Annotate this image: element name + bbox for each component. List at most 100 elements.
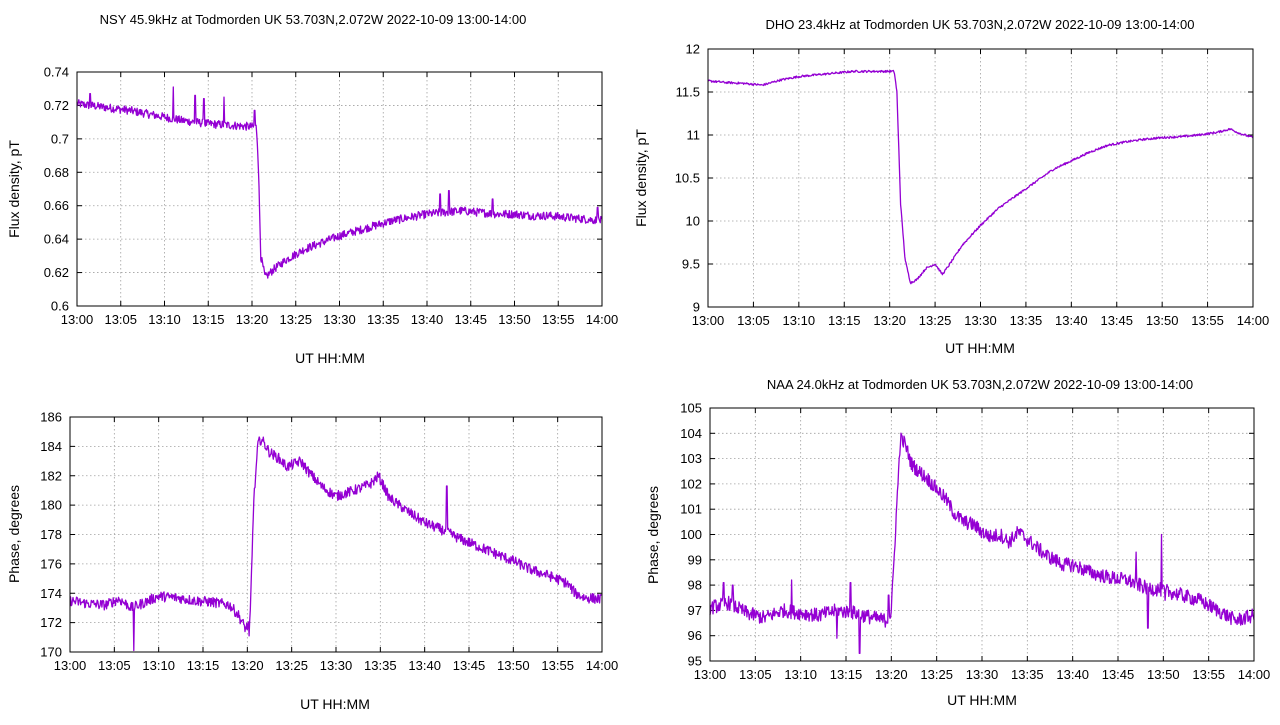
y-tick-label: 172 (40, 615, 62, 630)
y-tick-label: 101 (680, 502, 702, 517)
x-tick-label: 13:10 (784, 667, 817, 682)
y-tick-label: 0.6 (51, 299, 69, 314)
series-line (707, 69, 1254, 285)
x-tick-label: 13:35 (367, 312, 400, 327)
x-tick-label: 13:30 (323, 312, 356, 327)
y-tick-label: 95 (688, 654, 702, 669)
x-tick-label: 13:45 (1100, 313, 1133, 328)
y-tick-label: 176 (40, 556, 62, 571)
x-tick-label: 13:25 (919, 313, 952, 328)
plot-frame (707, 48, 1254, 308)
x-tick-label: 13:20 (873, 313, 906, 328)
x-tick-label: 13:10 (783, 313, 816, 328)
plot-frame (76, 71, 603, 307)
chart-title: DHO 23.4kHz at Todmorden UK 53.703N,2.07… (765, 17, 1194, 32)
x-tick-label: 13:10 (148, 312, 181, 327)
y-tick-label: 96 (688, 628, 702, 643)
x-axis-label: UT HH:MM (300, 696, 370, 712)
x-tick-label: 13:55 (542, 312, 575, 327)
series-line (709, 432, 1255, 655)
x-tick-label: 13:20 (231, 658, 264, 673)
x-tick-label: 13:00 (54, 658, 87, 673)
x-axis-label: UT HH:MM (945, 340, 1015, 356)
x-tick-label: 13:50 (498, 312, 531, 327)
x-tick-label: 13:50 (1146, 313, 1179, 328)
x-tick-label: 13:30 (320, 658, 353, 673)
x-tick-label: 13:45 (453, 658, 486, 673)
x-tick-label: 13:40 (411, 312, 444, 327)
x-tick-label: 14:00 (1238, 667, 1271, 682)
plot-frame (709, 407, 1255, 662)
chart-4: NAA 24.0kHz at Todmorden UK 53.703N,2.07… (645, 377, 1270, 708)
x-tick-label: 13:35 (1010, 313, 1043, 328)
series-line (69, 436, 603, 652)
x-tick-label: 13:45 (454, 312, 487, 327)
y-tick-label: 0.7 (51, 131, 69, 146)
x-tick-label: 13:05 (739, 667, 772, 682)
y-tick-label: 104 (680, 426, 702, 441)
y-tick-label: 105 (680, 401, 702, 416)
y-tick-label: 11.5 (676, 85, 700, 100)
x-tick-label: 13:30 (966, 667, 999, 682)
y-tick-label: 184 (40, 439, 62, 454)
chart-3: 13:00 13:05 13:10 13:15 13:20 13:25 13:30 13:35… (6, 410, 618, 713)
x-tick-label: 13:40 (408, 658, 441, 673)
x-tick-label: 13:30 (964, 313, 997, 328)
chart-title: NSY 45.9kHz at Todmorden UK 53.703N,2.07… (100, 12, 527, 27)
series-line (76, 86, 603, 279)
x-tick-label: 13:25 (920, 667, 953, 682)
y-tick-label: 182 (40, 468, 62, 483)
y-tick-label: 9 (693, 300, 700, 315)
x-axis-label: UT HH:MM (295, 350, 365, 366)
y-tick-label: 103 (680, 451, 702, 466)
y-tick-label: 102 (680, 476, 702, 491)
y-axis-label: Flux density, pT (633, 129, 649, 227)
y-tick-label: 98 (688, 578, 702, 593)
y-tick-label: 9.5 (682, 257, 700, 272)
x-axis-label: UT HH:MM (947, 692, 1017, 708)
y-tick-label: 174 (40, 586, 62, 601)
y-tick-label: 0.66 (44, 198, 69, 213)
y-tick-label: 170 (40, 645, 62, 660)
x-tick-label: 13:20 (875, 667, 908, 682)
y-tick-label: 12 (686, 42, 700, 57)
y-axis-label: Phase, degrees (6, 485, 22, 583)
plot-frame (69, 416, 603, 653)
y-tick-label: 10 (686, 214, 700, 229)
x-tick-label: 13:25 (275, 658, 308, 673)
x-tick-label: 13:40 (1055, 313, 1088, 328)
y-tick-label: 0.68 (44, 165, 69, 180)
x-tick-label: 13:00 (61, 312, 94, 327)
x-tick-label: 13:45 (1102, 667, 1135, 682)
x-tick-label: 13:00 (694, 667, 727, 682)
y-tick-label: 180 (40, 498, 62, 513)
x-tick-label: 13:15 (192, 312, 225, 327)
y-axis-label: Flux density, pT (6, 140, 22, 238)
x-tick-label: 13:10 (142, 658, 175, 673)
y-tick-label: 11 (687, 128, 701, 143)
y-tick-label: 178 (40, 527, 62, 542)
x-tick-label: 13:15 (828, 313, 861, 328)
y-tick-label: 97 (688, 603, 702, 618)
x-tick-label: 13:35 (1011, 667, 1044, 682)
y-tick-label: 99 (688, 552, 702, 567)
y-tick-label: 0.72 (44, 98, 69, 113)
x-tick-label: 13:40 (1056, 667, 1089, 682)
x-tick-label: 13:50 (497, 658, 530, 673)
x-tick-label: 13:20 (236, 312, 269, 327)
x-tick-label: 13:15 (830, 667, 863, 682)
x-tick-label: 14:00 (586, 312, 619, 327)
y-tick-label: 0.64 (44, 232, 69, 247)
x-tick-label: 13:55 (541, 658, 574, 673)
x-tick-label: 13:55 (1191, 313, 1224, 328)
y-axis-label: Phase, degrees (645, 486, 661, 584)
y-tick-label: 100 (680, 527, 702, 542)
x-tick-label: 13:05 (737, 313, 770, 328)
x-tick-label: 13:55 (1192, 667, 1225, 682)
x-tick-label: 13:25 (279, 312, 312, 327)
x-tick-label: 13:00 (692, 313, 725, 328)
x-tick-label: 14:00 (586, 658, 619, 673)
x-tick-label: 13:35 (364, 658, 397, 673)
